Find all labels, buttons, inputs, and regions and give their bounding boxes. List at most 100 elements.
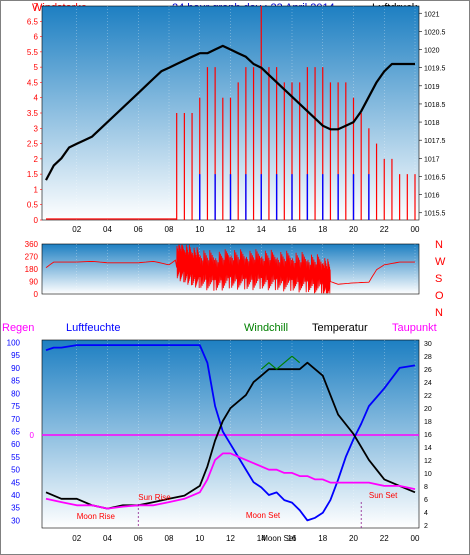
wind-tick-label: 0.5	[27, 201, 39, 210]
temp-tick-label: 20	[424, 406, 432, 413]
humidity-tick-label: 65	[11, 427, 20, 436]
pressure-tick-label: 1016	[424, 193, 440, 200]
time-tick-label: 06	[134, 225, 143, 234]
time-tick-label: 22	[380, 534, 389, 543]
temp-tick-label: 14	[424, 445, 432, 452]
time-tick-label: 14	[257, 534, 266, 543]
temp-tick-label: 28	[424, 354, 432, 361]
humidity-tick-label: 90	[11, 364, 20, 373]
compass-label: O	[435, 290, 444, 302]
humidity-tick-label: 60	[11, 440, 20, 449]
humidity-tick-label: 95	[11, 351, 20, 360]
time-tick-label: 10	[195, 534, 204, 543]
event-annotation: Sun Set	[369, 491, 398, 500]
temp-tick-label: 2	[424, 523, 428, 530]
wind-pressure-panel: 7 6.5 6 5.5 5 4.5 4 3.5 3 2.5 2 1.5 1 0.5 0 1021 1020.5 1…	[27, 2, 446, 234]
time-tick-label: 12	[226, 225, 235, 234]
event-annotation: Moon Rise	[77, 512, 116, 521]
wind-tick-label: 7	[34, 2, 39, 11]
humidity-tick-label: 45	[11, 478, 20, 487]
dewpoint-line	[45, 452, 416, 510]
time-tick-label: 20	[349, 225, 358, 234]
dewpoint-label: Taupunkt	[392, 322, 437, 334]
temp-tick-label: 4	[424, 510, 428, 517]
pressure-tick-label: 1017.5	[424, 138, 446, 145]
temp-tick-label: 22	[424, 393, 432, 400]
humidity-temperature-panel: 1009590858075706560555045403530302826242…	[7, 339, 432, 543]
pressure-tick-label: 1020	[424, 48, 440, 55]
temp-tick-label: 12	[424, 458, 432, 465]
wind-tick-label: 5	[34, 63, 39, 72]
wind-tick-label: 2.5	[27, 140, 39, 149]
time-tick-label: 16	[288, 534, 297, 543]
direction-tick-label: 270	[25, 253, 39, 262]
wind-tick-label: 3.5	[27, 109, 39, 118]
humidity-label: Luftfeuchte	[66, 322, 120, 334]
time-tick-label: 06	[134, 534, 143, 543]
pressure-tick-label: 1018.5	[424, 102, 446, 109]
direction-tick-label: 360	[25, 240, 39, 249]
time-tick-label: 08	[165, 534, 174, 543]
humidity-tick-label: 75	[11, 402, 20, 411]
humidity-tick-label: 35	[11, 504, 20, 513]
humidity-tick-label: 50	[11, 466, 20, 475]
time-tick-label: 12	[226, 534, 235, 543]
time-tick-label: 20	[349, 534, 358, 543]
wind-tick-label: 2	[34, 155, 39, 164]
compass-label: N	[435, 307, 443, 319]
direction-tick-label: 180	[25, 265, 39, 274]
pressure-tick-label: 1015.5	[424, 211, 446, 218]
humidity-tick-label: 70	[11, 415, 20, 424]
humidity-tick-label: 40	[11, 491, 20, 500]
wind-tick-label: 1	[34, 185, 39, 194]
event-annotation: Moon Set	[261, 534, 296, 543]
time-tick-label: 10	[195, 225, 204, 234]
wind-tick-label: 4	[34, 94, 39, 103]
wind-tick-label: 4.5	[27, 78, 39, 87]
temp-tick-label: 6	[424, 497, 428, 504]
event-annotation: Sun Rise	[138, 493, 171, 502]
pressure-tick-label: 1017	[424, 156, 440, 163]
temp-tick-label: 8	[424, 484, 428, 491]
compass-label: S	[435, 273, 442, 285]
wind-tick-label: 1.5	[27, 170, 39, 179]
pressure-tick-label: 1019.5	[424, 66, 446, 73]
event-annotation: Moon Set	[246, 511, 281, 520]
humidity-tick-label: 30	[11, 516, 20, 525]
humidity-tick-label: 85	[11, 377, 20, 386]
time-tick-label: 18	[318, 225, 327, 234]
time-tick-label: 04	[103, 534, 112, 543]
wind-tick-label: 3	[34, 124, 39, 133]
time-tick-label: 22	[380, 225, 389, 234]
wind-tick-label: 6	[34, 33, 39, 42]
temp-tick-label: 16	[424, 432, 432, 439]
rain-label: Regen	[2, 322, 34, 334]
wind-tick-label: 6.5	[27, 17, 39, 26]
humidity-line	[45, 344, 416, 522]
time-tick-label: 02	[72, 225, 81, 234]
compass-label: N	[435, 239, 443, 251]
time-tick-label: 02	[72, 534, 81, 543]
temp-tick-label: 24	[424, 380, 432, 387]
temp-tick-label: 30	[424, 341, 432, 348]
direction-tick-label: 0	[34, 290, 39, 299]
windchill-line	[260, 355, 301, 370]
pressure-line	[45, 44, 415, 181]
humidity-tick-label: 80	[11, 389, 20, 398]
pressure-tick-label: 1020.5	[424, 29, 446, 36]
wind-tick-label: 0	[34, 216, 39, 225]
direction-tick-label: 90	[29, 278, 38, 287]
time-tick-label: 16	[288, 225, 297, 234]
time-tick-label: 00	[411, 534, 420, 543]
windchill-label: Windchill	[244, 322, 288, 334]
time-tick-label: 18	[318, 534, 327, 543]
rain-zero-label: 0	[30, 431, 35, 440]
temp-tick-label: 26	[424, 367, 432, 374]
temp-tick-label: 18	[424, 419, 432, 426]
wind-tick-label: 5.5	[27, 48, 39, 57]
time-tick-label: 04	[103, 225, 112, 234]
pressure-tick-label: 1019	[424, 84, 440, 91]
